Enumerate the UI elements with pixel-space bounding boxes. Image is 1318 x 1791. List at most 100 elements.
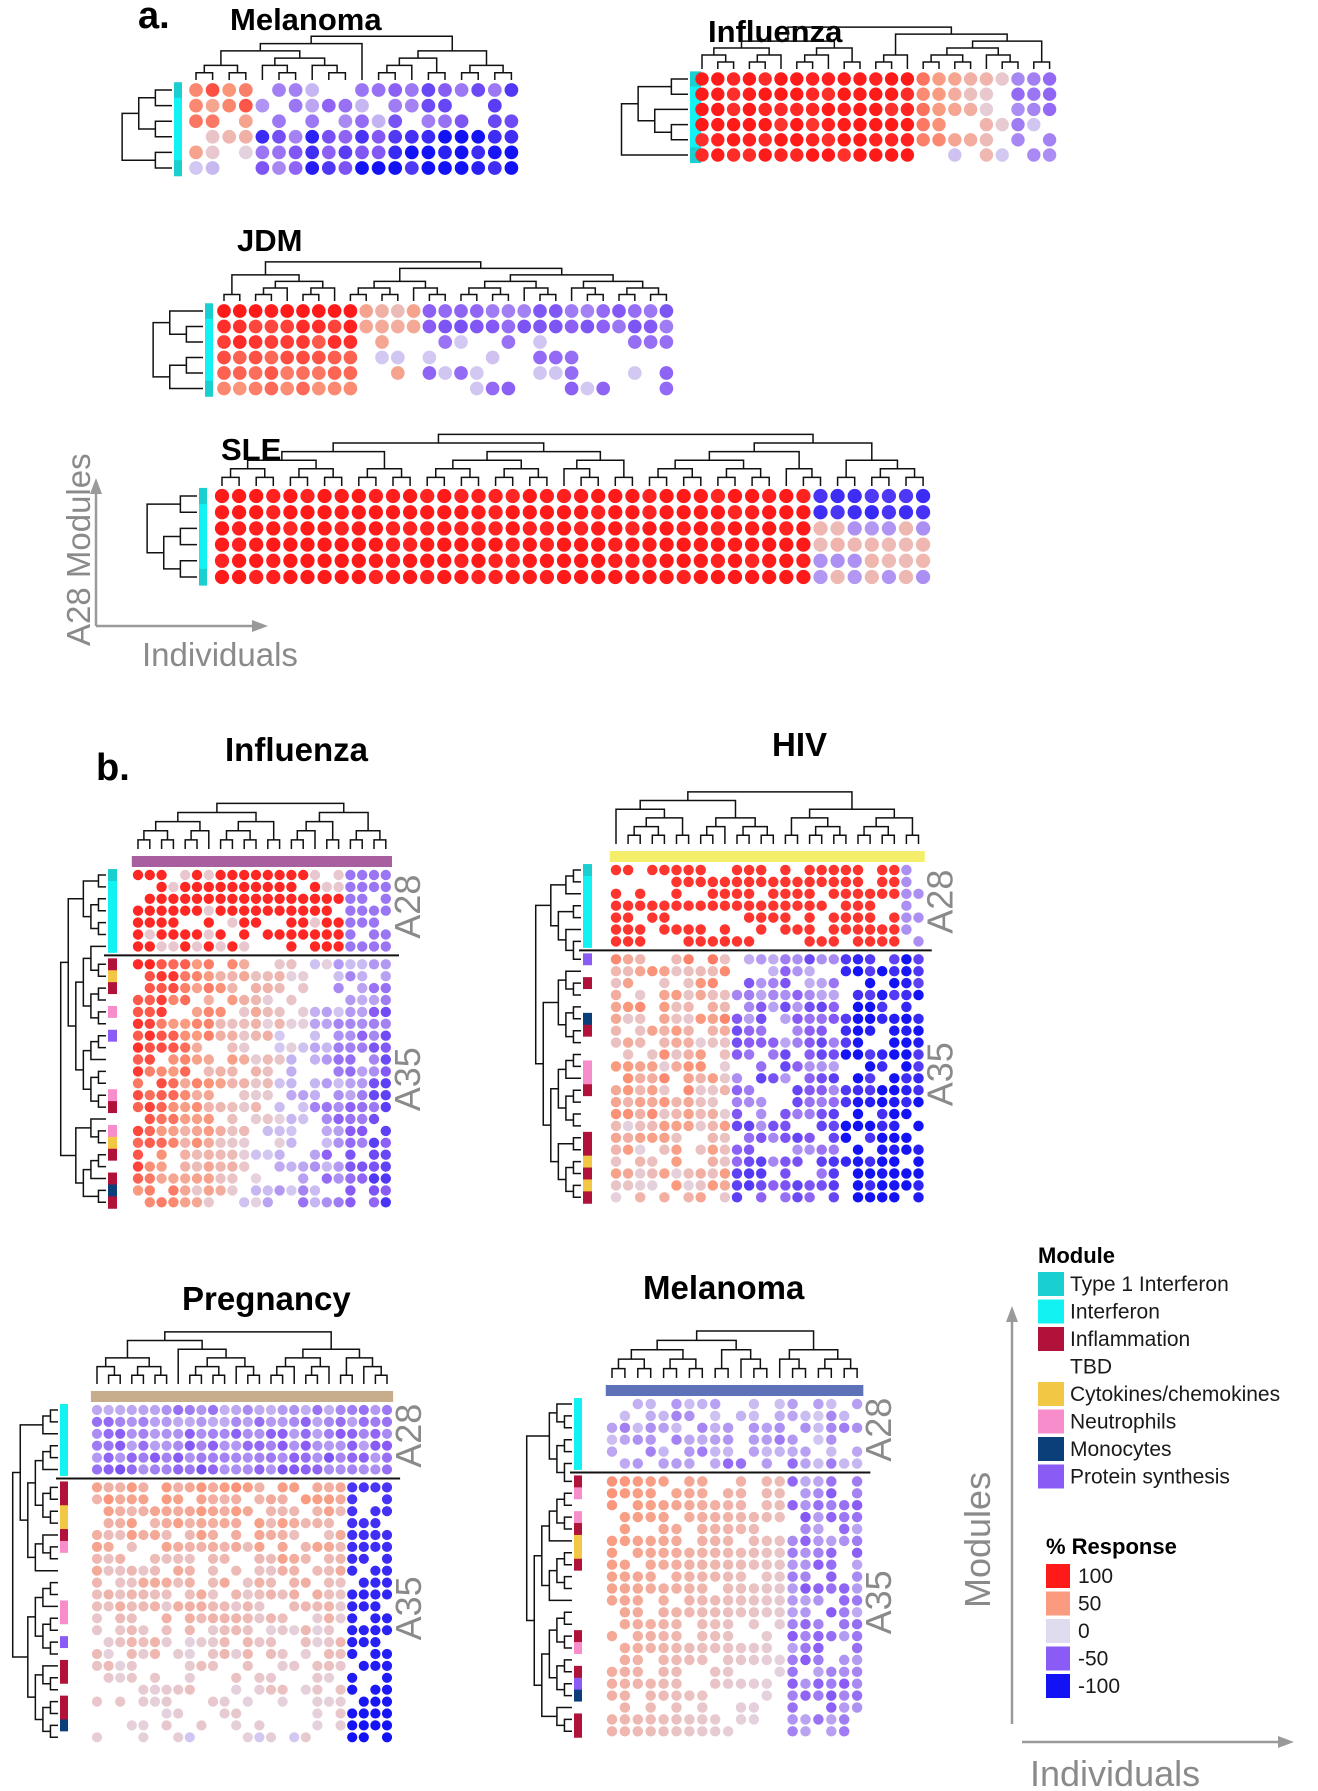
heatmap-cell <box>351 505 366 520</box>
heatmap-cell <box>671 1434 682 1445</box>
heatmap-cell <box>634 1084 646 1096</box>
heatmap-cell <box>274 1006 285 1018</box>
heatmap-cell <box>219 1577 230 1588</box>
heatmap-cell <box>370 1428 381 1439</box>
heatmap-cell <box>215 1030 226 1041</box>
heatmap-cell <box>312 1613 323 1624</box>
heatmap-cell <box>288 129 303 144</box>
heatmap-cell <box>792 888 803 900</box>
row-dendro-branch <box>563 1552 572 1566</box>
heatmap-cell <box>619 1571 631 1582</box>
heatmap-cell <box>683 1013 694 1025</box>
heatmap-cell <box>876 1013 888 1025</box>
heatmap-cell <box>205 129 220 144</box>
heatmap-cell <box>659 1037 670 1048</box>
heatmap-cell <box>800 1607 811 1618</box>
heatmap-cell <box>647 864 658 876</box>
module-strip <box>574 1398 582 1738</box>
heatmap-cell <box>634 954 646 965</box>
heatmap-cell <box>437 521 452 536</box>
heatmap-cell <box>840 1096 852 1108</box>
heatmap-cell <box>266 569 281 585</box>
heatmap-cell <box>826 1422 837 1434</box>
heatmap-cell <box>659 1144 670 1155</box>
heatmap-cell <box>323 1541 335 1553</box>
col-dendro-branch <box>305 1374 319 1384</box>
heatmap-cell <box>610 864 622 876</box>
heatmap-cell <box>762 553 777 568</box>
heatmap-cell <box>231 505 247 520</box>
heatmap-cell <box>606 1666 618 1678</box>
module-strip-cell <box>574 1701 582 1714</box>
heatmap-cell <box>548 350 563 365</box>
heatmap-cell <box>149 1672 161 1683</box>
heatmap-cell <box>265 1565 277 1576</box>
heatmap-cell <box>231 553 247 568</box>
heatmap-cell <box>438 335 453 349</box>
heatmap-cell <box>381 1553 393 1564</box>
row-dendro-branch <box>563 1438 572 1453</box>
heatmap-cell <box>816 1144 827 1155</box>
heatmap-cell <box>381 1404 393 1416</box>
heatmap-cell <box>357 1125 368 1137</box>
heatmap-cell <box>203 1090 214 1101</box>
col-dendro-branch <box>274 57 326 66</box>
heatmap-cell <box>191 982 203 994</box>
heatmap-cell <box>800 1630 811 1642</box>
heatmap-cell <box>826 1499 837 1511</box>
heatmap-cell <box>627 366 642 380</box>
heatmap-cell <box>471 521 486 536</box>
heatmap-cell <box>219 1428 230 1439</box>
heatmap-cell <box>722 1434 734 1445</box>
heatmap-cell <box>619 1595 631 1606</box>
heatmap-cell <box>625 553 640 568</box>
heatmap-cell <box>591 521 606 536</box>
heatmap-cell <box>719 1073 731 1084</box>
row-dendro-branch <box>42 1623 51 1649</box>
heatmap-cell <box>804 876 815 888</box>
heatmap-cell <box>800 1488 811 1499</box>
heatmap-cell <box>196 1613 207 1624</box>
heatmap-cell <box>289 1732 300 1743</box>
heatmap-cell <box>265 1553 277 1564</box>
row-dendro-branch <box>121 112 156 161</box>
heatmap-cell <box>792 1096 803 1108</box>
heatmap-cell <box>357 982 368 994</box>
module-strip-cell <box>108 994 117 1007</box>
heatmap-cell <box>852 1120 864 1132</box>
heatmap-cell <box>334 488 349 504</box>
module-strip-cell <box>108 1148 117 1162</box>
heatmap-cell <box>851 1630 863 1642</box>
heatmap-cell <box>869 148 883 162</box>
col-dendro-branch <box>662 1367 678 1378</box>
heatmap-cell <box>227 1149 238 1160</box>
heatmap-cell <box>144 1197 155 1208</box>
heatmap-cell <box>161 1589 172 1600</box>
heatmap-cell <box>385 521 401 536</box>
heatmap-cell <box>264 366 279 380</box>
heatmap-cell <box>889 888 900 900</box>
module-strip-cell <box>108 1089 117 1102</box>
module-strip-cell <box>574 1499 582 1512</box>
heatmap-cell <box>168 1173 179 1184</box>
heatmap-cell <box>564 350 579 365</box>
heatmap-cell <box>370 1529 381 1541</box>
heatmap-cell <box>370 1452 381 1463</box>
module-strip-cell <box>583 1191 592 1204</box>
heatmap-cell <box>901 1061 912 1072</box>
heatmap-cell <box>642 488 657 504</box>
col-dendro-branch <box>452 459 522 469</box>
group-label-a35: A35 <box>920 1042 961 1106</box>
heatmap-cell <box>207 1565 219 1576</box>
heatmap-cell <box>610 1192 622 1203</box>
heatmap-cell <box>709 1547 721 1559</box>
heatmap-cell <box>239 1125 250 1137</box>
heatmap-cell <box>697 1535 708 1547</box>
heatmap-cell <box>358 1452 369 1463</box>
heatmap-cell <box>333 1125 344 1137</box>
heatmap-cell <box>345 1185 356 1196</box>
heatmap-cell <box>321 1149 332 1160</box>
col-dendro-branch <box>857 834 871 844</box>
col-dendro-branch <box>392 476 411 486</box>
heatmap-cell <box>755 1025 767 1036</box>
